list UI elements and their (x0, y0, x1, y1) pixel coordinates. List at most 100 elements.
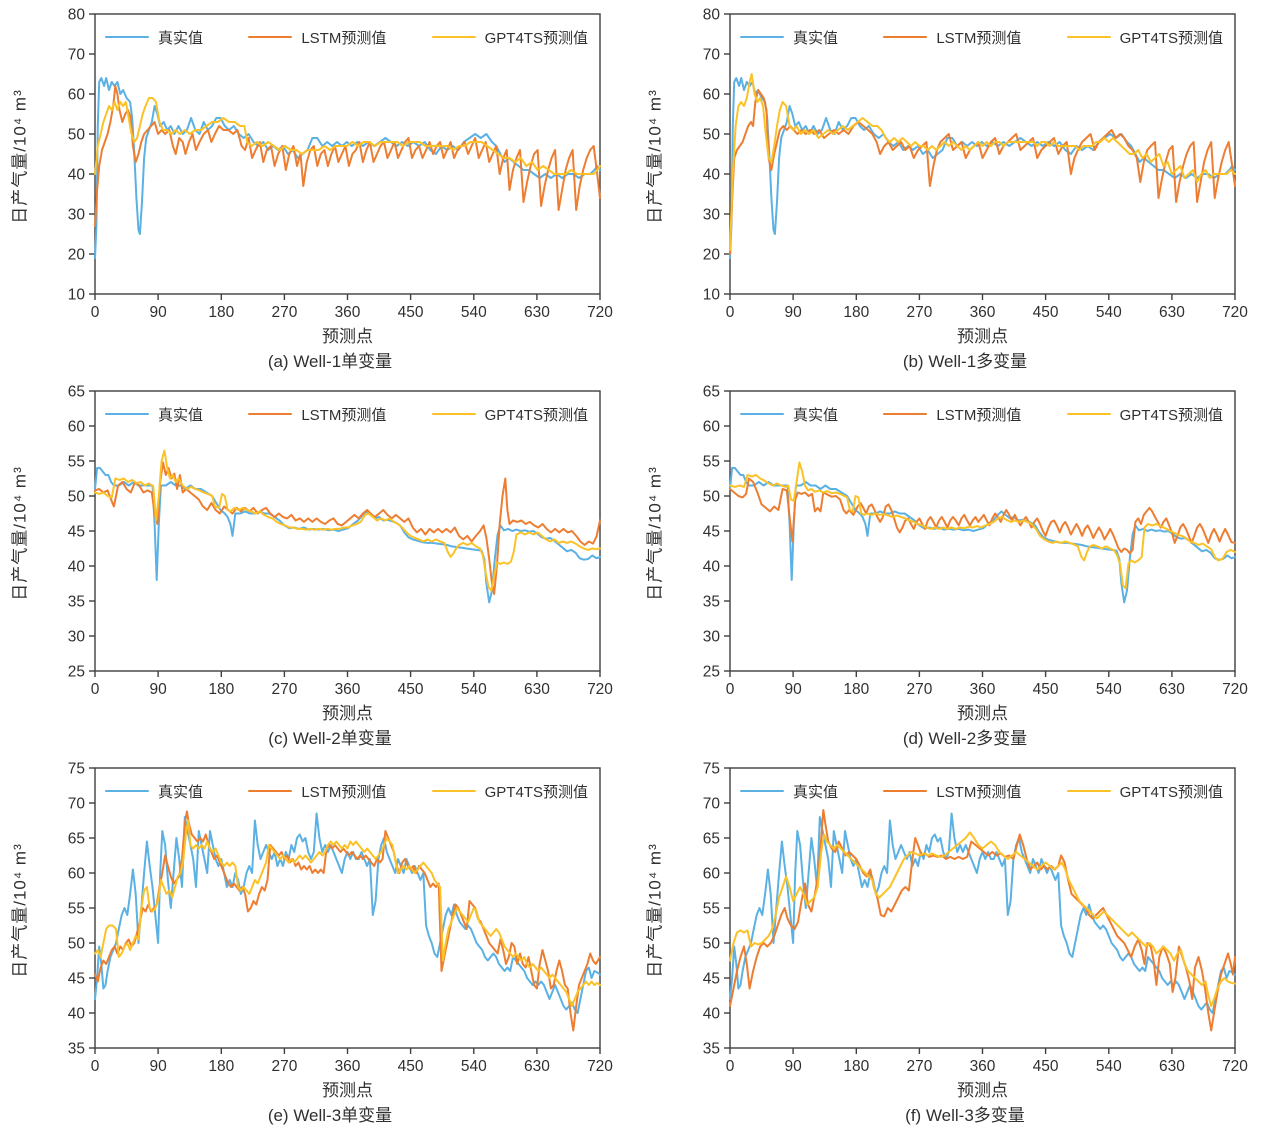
legend-item-gpt4ts: GPT4TS预测值 (431, 781, 588, 802)
legend-label: LSTM预测值 (301, 406, 387, 424)
svg-text:30: 30 (68, 207, 86, 224)
svg-text:50: 50 (68, 936, 86, 953)
plot-d: 25 30 35 40 45 50 55 60 65 0 90 180 270 360 450 540 630 7… (703, 384, 1249, 698)
svg-text:0: 0 (91, 1058, 100, 1074)
svg-text:720: 720 (587, 681, 613, 697)
line-swatch-gpt4ts (431, 789, 476, 793)
svg-text:50: 50 (703, 936, 721, 953)
legend: 真实值 LSTM预测值 GPT4TS预测值 (97, 780, 598, 802)
line-swatch-true (105, 412, 149, 416)
line-swatch-gpt4ts (1066, 412, 1111, 416)
svg-text:630: 630 (1159, 1058, 1185, 1074)
legend-label: GPT4TS预测值 (1119, 29, 1223, 47)
svg-text:65: 65 (703, 384, 720, 401)
line-swatch-true (740, 35, 784, 39)
legend-item-gpt4ts: GPT4TS预测值 (1066, 404, 1223, 425)
svg-text:35: 35 (68, 594, 85, 611)
legend: 真实值 LSTM预测值 GPT4TS预测值 (732, 780, 1233, 802)
svg-text:20: 20 (68, 247, 86, 264)
legend-label: 真实值 (793, 783, 839, 801)
svg-text:35: 35 (703, 1041, 720, 1058)
chart-panel-d: 25 30 35 40 45 50 55 60 65 0 90 180 270 360 450 540 630 7… (635, 377, 1270, 754)
line-swatch-true (105, 35, 149, 39)
line-swatch-gpt4ts (1066, 789, 1111, 793)
line-swatch-true (105, 789, 149, 793)
y-axis-title: 日产气量/10⁴ m³ (10, 843, 30, 978)
line-swatch-gpt4ts (431, 35, 476, 39)
svg-text:60: 60 (68, 87, 86, 104)
legend-item-gpt4ts: GPT4TS预测值 (1066, 27, 1223, 48)
svg-text:70: 70 (68, 47, 86, 64)
svg-text:90: 90 (784, 1058, 802, 1074)
svg-text:540: 540 (1096, 1058, 1122, 1074)
svg-text:360: 360 (335, 1058, 361, 1074)
svg-text:360: 360 (970, 681, 996, 697)
svg-text:45: 45 (68, 524, 85, 541)
y-axis-title: 日产气量/10⁴ m³ (645, 843, 665, 978)
svg-text:540: 540 (461, 681, 487, 697)
svg-text:60: 60 (68, 866, 86, 883)
svg-text:45: 45 (703, 524, 720, 541)
legend-item-lstm: LSTM预测值 (248, 781, 386, 802)
panel-caption: (a) Well-1单变量 (267, 352, 393, 371)
svg-text:90: 90 (784, 304, 802, 320)
legend: 真实值 LSTM预测值 GPT4TS预测值 (97, 403, 598, 425)
panel-caption: (f) Well-3多变量 (905, 1106, 1025, 1125)
svg-text:630: 630 (524, 1058, 550, 1074)
legend-item-lstm: LSTM预测值 (883, 404, 1021, 425)
svg-text:360: 360 (970, 304, 996, 320)
legend-item-true: 真实值 (740, 781, 838, 802)
chart-panel-f: 35 40 45 50 55 60 65 70 75 0 90 180 270 360 450 540 630 7… (635, 754, 1270, 1131)
svg-text:90: 90 (149, 1058, 167, 1074)
svg-text:40: 40 (68, 167, 86, 184)
svg-text:630: 630 (1159, 304, 1185, 320)
svg-text:0: 0 (91, 304, 100, 320)
svg-text:90: 90 (784, 681, 802, 697)
line-swatch-lstm (248, 35, 293, 39)
plot-f: 35 40 45 50 55 60 65 70 75 0 90 180 270 360 450 540 630 7… (703, 761, 1249, 1075)
svg-text:30: 30 (68, 629, 86, 646)
svg-text:25: 25 (68, 664, 85, 681)
svg-text:630: 630 (1159, 681, 1185, 697)
svg-text:65: 65 (68, 831, 85, 848)
line-swatch-lstm (248, 789, 293, 793)
svg-text:180: 180 (843, 304, 869, 320)
svg-text:20: 20 (703, 247, 721, 264)
svg-text:35: 35 (703, 594, 720, 611)
legend-item-gpt4ts: GPT4TS预测值 (1066, 781, 1223, 802)
plot-a: 10 20 30 40 50 60 70 80 0 90 180 270 360 450 540 630 720 (68, 7, 614, 321)
svg-text:90: 90 (149, 304, 167, 320)
line-swatch-lstm (883, 35, 928, 39)
svg-text:75: 75 (703, 761, 720, 778)
svg-text:30: 30 (703, 629, 721, 646)
legend-label: 真实值 (793, 406, 839, 424)
legend-item-lstm: LSTM预测值 (883, 27, 1021, 48)
legend-label: GPT4TS预测值 (484, 29, 588, 47)
x-axis-title: 预测点 (322, 327, 373, 346)
svg-text:0: 0 (726, 681, 735, 697)
svg-text:70: 70 (703, 796, 721, 813)
svg-text:10: 10 (703, 287, 721, 304)
chart-panel-e: 35 40 45 50 55 60 65 70 75 0 90 180 270 360 450 540 630 7… (0, 754, 635, 1131)
chart-panel-c: 25 30 35 40 45 50 55 60 65 0 90 180 270 360 450 540 630 7… (0, 377, 635, 754)
legend-item-lstm: LSTM预测值 (248, 404, 386, 425)
y-axis-title: 日产气量/10⁴ m³ (10, 466, 30, 601)
legend-label: GPT4TS预测值 (1119, 783, 1223, 801)
chart-panel-a: 10 20 30 40 50 60 70 80 0 90 180 270 360 450 540 630 720… (0, 0, 635, 377)
legend-item-gpt4ts: GPT4TS预测值 (431, 27, 588, 48)
legend-item-true: 真实值 (105, 781, 203, 802)
svg-text:360: 360 (970, 1058, 996, 1074)
svg-text:75: 75 (68, 761, 85, 778)
svg-text:55: 55 (68, 454, 85, 471)
svg-text:50: 50 (703, 127, 721, 144)
legend-label: 真实值 (793, 29, 839, 47)
svg-text:10: 10 (68, 287, 86, 304)
legend-item-true: 真实值 (105, 404, 203, 425)
legend-label: 真实值 (158, 29, 204, 47)
svg-text:270: 270 (271, 304, 297, 320)
legend-label: 真实值 (158, 783, 204, 801)
panel-caption: (b) Well-1多变量 (902, 352, 1028, 371)
chart-panel-b: 10 20 30 40 50 60 70 80 0 90 180 270 360 450 540 630 720… (635, 0, 1270, 377)
line-swatch-true (740, 789, 784, 793)
